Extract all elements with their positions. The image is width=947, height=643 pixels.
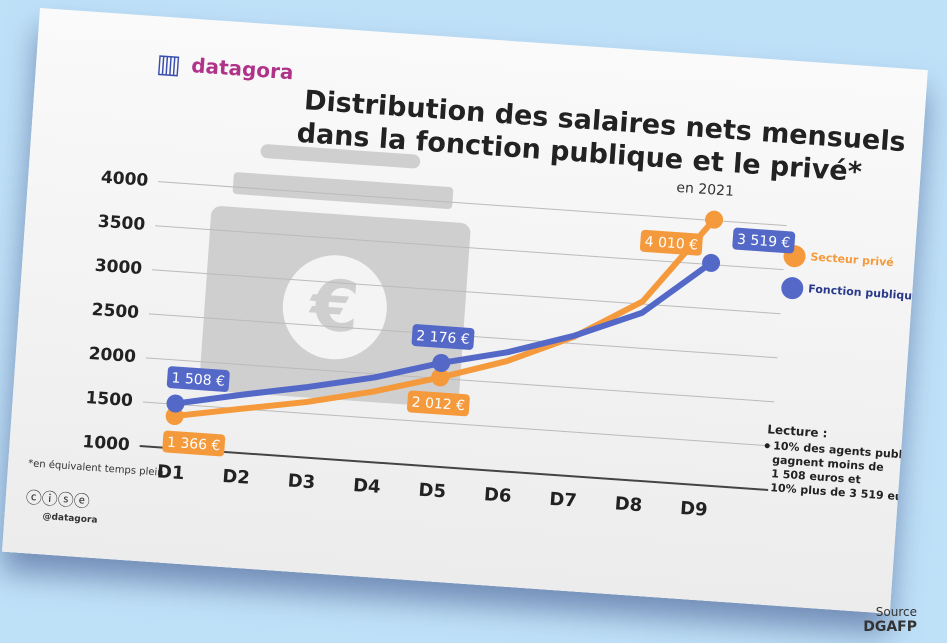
svg-text:€: € <box>306 264 362 349</box>
x-tick-label: D2 <box>222 466 251 489</box>
value-label-box <box>732 227 796 254</box>
lecture-line: 1 508 euros et <box>771 467 861 486</box>
legend-label: Secteur privé <box>810 250 894 269</box>
x-tick-label: D3 <box>287 470 316 493</box>
value-label: 2 176 € <box>416 328 470 348</box>
wallet-icon: € <box>199 144 471 408</box>
value-label-box <box>411 324 475 350</box>
logo-icon: ▥ <box>155 49 182 81</box>
point <box>705 210 724 229</box>
value-label: 2 012 € <box>411 395 465 415</box>
x-tick-label: D8 <box>614 493 643 516</box>
x-tick-label: D6 <box>483 484 512 507</box>
chart: € ▥ datagora Distribution des salaires n… <box>25 49 923 526</box>
value-label-box <box>406 390 470 417</box>
point <box>166 394 185 413</box>
value-label-box <box>639 229 703 256</box>
value-label: 1 508 € <box>171 370 225 390</box>
bullet <box>764 443 770 449</box>
y-tick-label: 1000 <box>82 432 131 455</box>
source: Source DGAFP <box>863 605 917 635</box>
card: € ▥ datagora Distribution des salaires n… <box>1 8 928 614</box>
handle: @datagora <box>42 512 98 526</box>
y-tick-label: 1500 <box>85 388 134 411</box>
value-label-box <box>162 430 226 457</box>
value-label: 4 010 € <box>644 234 698 254</box>
source-name: DGAFP <box>863 619 917 635</box>
point <box>432 353 451 372</box>
legend-label: Fonction publique <box>808 282 920 303</box>
y-tick-label: 2000 <box>88 344 137 367</box>
legend-swatch <box>781 277 804 300</box>
grid-line <box>145 357 775 403</box>
value-label: 3 519 € <box>736 232 790 252</box>
value-label-box <box>166 366 230 392</box>
source-label: Source <box>875 605 917 619</box>
x-tick-label: D4 <box>352 475 381 498</box>
license-icons: ⓒⓘⓢⓔ <box>25 488 90 511</box>
grid-line <box>151 269 781 315</box>
y-tick-label: 3000 <box>94 256 143 279</box>
point <box>431 368 450 387</box>
y-tick-label: 4000 <box>100 168 149 191</box>
y-tick-label: 3500 <box>97 212 146 235</box>
x-tick-label: D5 <box>418 480 447 503</box>
point <box>702 253 721 272</box>
x-tick-label: D7 <box>549 489 578 512</box>
grid-line <box>139 445 769 491</box>
subtitle: en 2021 <box>676 180 735 200</box>
value-label: 1 366 € <box>166 435 220 455</box>
y-tick-label: 2500 <box>91 300 140 323</box>
x-tick-label: D1 <box>156 461 185 484</box>
brand: datagora <box>191 53 295 84</box>
footnote: *en équivalent temps plein <box>28 457 164 478</box>
grid-line <box>158 181 787 227</box>
x-tick-label: D9 <box>679 498 708 521</box>
lecture-title: Lecture : <box>767 422 828 440</box>
